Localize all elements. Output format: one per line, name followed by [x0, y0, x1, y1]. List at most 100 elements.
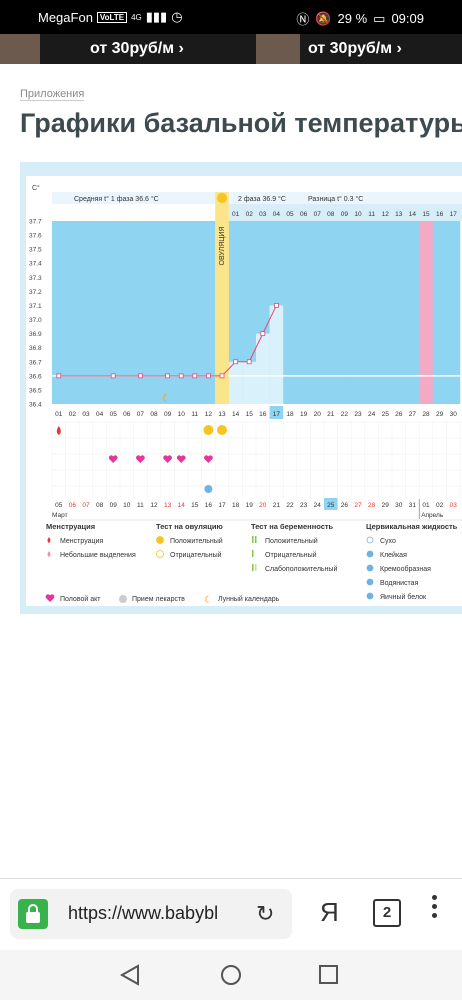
cycle-day-label: 19 [300, 411, 308, 418]
url-field[interactable]: https://www.babybl ↻ [10, 889, 292, 939]
temperature-point [273, 303, 279, 308]
temperature-point [233, 359, 239, 365]
temp-diff-label: Разница t° 0.3 °C [308, 195, 363, 203]
cycle-day-label: 07 [137, 411, 145, 418]
phase2-day-label: 02 [246, 211, 254, 218]
sex-heart-icon [136, 455, 145, 463]
temperature-bar [256, 333, 270, 404]
yandex-icon[interactable]: Я [320, 897, 339, 927]
legend-item-label: Положительный [170, 537, 223, 545]
recents-icon[interactable] [319, 965, 338, 984]
chart-column [283, 221, 298, 404]
temperature-point [165, 373, 171, 379]
legend-test-icon [255, 536, 257, 543]
temperature-point [205, 373, 211, 379]
ad-image[interactable] [0, 34, 40, 64]
date-label: 26 [341, 502, 349, 509]
lock-icon [18, 899, 48, 929]
date-label: 14 [178, 502, 186, 509]
temperature-line [58, 305, 277, 377]
legend-item-label: Слабоположительный [265, 565, 337, 573]
clock-icon: ◷ [171, 9, 183, 24]
legend-item-label: Отрицательный [170, 551, 222, 559]
legend-title: Менструация [46, 522, 95, 531]
chart-column [351, 221, 366, 404]
y-tick-label: 37.7 [29, 219, 42, 226]
chart-column [432, 221, 447, 404]
legend-test-icon [252, 536, 254, 543]
legend-title: Тест на овуляцию [156, 522, 223, 531]
mute-icon: 🔕 [315, 10, 332, 26]
date-label: 25 [327, 502, 335, 509]
moon-icon: ☾ [162, 393, 172, 405]
y-tick-label: 37.2 [29, 289, 42, 296]
ad-image[interactable] [256, 34, 300, 64]
temperature-point [219, 373, 225, 379]
legend-pill-icon [119, 595, 127, 603]
temperature-bar [269, 305, 284, 404]
legend-mucus-icon [366, 578, 374, 586]
legend-moon-icon: ☾ [204, 595, 213, 606]
ad-text-2[interactable]: от 30руб/м › [300, 34, 462, 64]
chart-column [364, 221, 379, 404]
phase2-day-label: 14 [409, 211, 417, 218]
page-title: Графики базальной температуры [20, 108, 462, 138]
date-label: 21 [273, 502, 281, 509]
month-label: Март [52, 512, 68, 519]
tabs-count-button[interactable]: 2 [373, 899, 401, 927]
date-label: 24 [314, 502, 322, 509]
phase2-avg-label: 2 фаза 36.9 °C [238, 195, 286, 203]
cycle-day-label: 17 [273, 411, 281, 418]
legend-title: Цервикальная жидкость [366, 522, 458, 531]
bbt-chart: 37.7 37.6 37.5 37.4 37.3 37.2 37.1 37.0 36.9 36.8… [26, 176, 462, 606]
unit-label: C° [32, 184, 40, 192]
reload-icon[interactable]: ↻ [256, 901, 275, 926]
y-tick-label: 37.4 [29, 261, 42, 268]
breadcrumb[interactable]: Приложения [20, 88, 85, 101]
chart-column [133, 221, 148, 404]
cycle-day-label: 03 [82, 411, 90, 418]
cycle-day-label: 14 [232, 411, 240, 418]
phase2-day-label: 11 [368, 211, 375, 218]
date-label: 22 [286, 502, 294, 509]
ad-banner[interactable]: от 30руб/м › от 30руб/м › [0, 34, 462, 64]
date-label: 23 [300, 502, 308, 509]
cycle-day-label: 21 [327, 411, 335, 418]
legend-item-label: Сухо [380, 538, 396, 545]
back-icon[interactable] [119, 964, 139, 986]
cycle-day-label: 11 [191, 411, 198, 418]
chart-column [92, 221, 107, 404]
cycle-day-label: 24 [368, 411, 376, 418]
phase2-day-label: 10 [354, 211, 362, 218]
y-tick-label: 36.6 [29, 373, 42, 380]
home-icon[interactable] [221, 965, 241, 985]
temperature-point [138, 373, 143, 379]
cycle-day-label: 04 [96, 411, 104, 418]
date-label: 05 [55, 502, 63, 509]
phase2-day-label: 03 [259, 211, 267, 218]
cycle-day-label: 05 [110, 411, 118, 418]
sex-heart-icon [163, 455, 172, 463]
y-tick-label: 37.1 [29, 303, 42, 310]
chart-column [106, 221, 121, 404]
legend-circle-icon [156, 536, 164, 544]
url-text[interactable]: https://www.babybl [68, 903, 219, 923]
chart-column [324, 221, 338, 404]
phase2-day-label: 08 [327, 211, 335, 218]
date-label: 19 [246, 502, 254, 509]
ad-text-1[interactable]: от 30руб/м › [40, 34, 256, 64]
date-label: 30 [395, 502, 403, 509]
legend-mucus-icon [366, 550, 374, 558]
legend-bottom-label: Лунный календарь [218, 595, 280, 603]
cervical-mucus-icon [204, 485, 213, 493]
sex-heart-icon [204, 455, 213, 463]
date-label: 10 [123, 502, 131, 509]
menstruation-drop-icon [56, 426, 61, 435]
phase2-day-label: 12 [382, 211, 390, 218]
temperature-point [246, 359, 252, 365]
cycle-day-label: 06 [123, 411, 131, 418]
chart-column [337, 221, 352, 404]
more-menu-icon[interactable] [432, 895, 438, 922]
chart-column [188, 221, 202, 404]
cycle-day-label: 28 [422, 411, 430, 418]
